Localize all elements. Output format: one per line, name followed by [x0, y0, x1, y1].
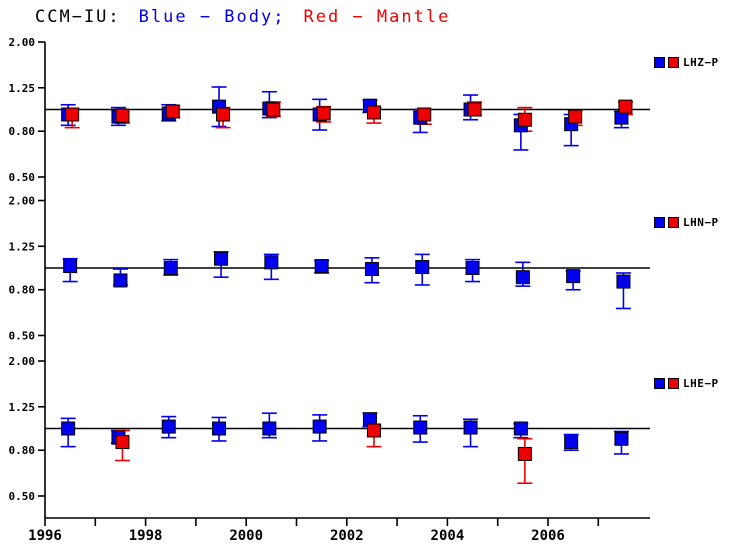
data-point-mantle — [115, 435, 130, 450]
y-tick-label: 1.25 — [9, 401, 36, 414]
data-point-body — [61, 421, 76, 436]
data-point-mantle — [115, 108, 130, 123]
y-tick-label: 0.50 — [9, 490, 36, 503]
data-point-body — [515, 270, 530, 285]
mantle-title-text: Red − Mantle — [303, 7, 451, 27]
data-point-body — [214, 251, 229, 266]
legend-label-lhn: LHN−P — [683, 216, 719, 229]
data-point-body — [413, 420, 428, 435]
legend-lhe: LHE−P — [654, 377, 719, 390]
y-tick-label: 0.80 — [9, 284, 36, 297]
data-point-body — [465, 261, 480, 275]
data-point-body — [312, 419, 327, 434]
data-point-mantle — [568, 109, 583, 124]
legend-lhn: LHN−P — [654, 216, 719, 229]
data-point-body — [564, 435, 579, 450]
mantle-swatch-icon — [668, 57, 679, 68]
data-point-mantle — [216, 107, 231, 122]
data-point-mantle — [366, 423, 381, 438]
mantle-swatch-icon — [668, 217, 679, 228]
y-tick-label: 0.50 — [9, 329, 36, 342]
y-tick-label: 1.25 — [9, 82, 36, 95]
x-tick-label: 2002 — [330, 528, 364, 544]
body-swatch-icon — [654, 57, 665, 68]
x-tick-label: 2004 — [431, 528, 465, 544]
data-point-body — [161, 419, 176, 434]
y-tick-label: 2.00 — [9, 355, 36, 368]
body-swatch-icon — [654, 217, 665, 228]
y-tick-label: 2.00 — [9, 36, 36, 49]
y-tick-label: 2.00 — [9, 195, 36, 208]
legend-lhz: LHZ−P — [654, 56, 719, 69]
data-point-body — [262, 421, 277, 436]
data-point-body — [314, 259, 329, 274]
x-tick-label: 1996 — [28, 528, 62, 544]
y-tick-label: 0.80 — [9, 125, 36, 138]
data-point-body — [113, 273, 128, 288]
body-title-text: Blue − Body; — [138, 7, 286, 27]
data-point-mantle — [266, 102, 281, 117]
y-tick-label: 1.25 — [9, 240, 36, 253]
legend-label-lhz: LHZ−P — [683, 56, 719, 69]
data-point-body — [614, 431, 629, 446]
data-point-mantle — [618, 99, 633, 114]
data-point-body — [264, 255, 279, 270]
x-tick-label: 1998 — [129, 528, 163, 544]
data-point-body — [364, 261, 379, 276]
x-tick-label: 2000 — [229, 528, 263, 544]
body-swatch-icon — [654, 378, 665, 389]
data-point-body — [463, 420, 478, 435]
x-tick-label: 2006 — [531, 528, 565, 544]
data-point-body — [566, 269, 581, 284]
data-point-body — [415, 260, 430, 275]
data-point-mantle — [517, 112, 532, 127]
data-point-mantle — [417, 107, 432, 122]
data-point-mantle — [65, 107, 80, 122]
legend-label-lhe: LHE−P — [683, 377, 719, 390]
data-point-body — [63, 259, 78, 274]
data-point-mantle — [366, 105, 381, 120]
data-point-body — [163, 261, 178, 275]
data-point-mantle — [517, 446, 532, 461]
data-point-body — [513, 421, 528, 436]
chart-title: CCM−IU: Blue − Body; Red − Mantle — [35, 7, 450, 27]
data-point-body — [616, 274, 631, 289]
station-label: CCM−IU: — [35, 7, 121, 27]
y-tick-label: 0.50 — [9, 171, 36, 184]
mantle-swatch-icon — [668, 378, 679, 389]
data-point-mantle — [316, 106, 331, 121]
data-point-body — [212, 421, 227, 436]
y-tick-label: 0.80 — [9, 444, 36, 457]
data-point-mantle — [165, 104, 180, 119]
data-point-mantle — [467, 102, 482, 117]
